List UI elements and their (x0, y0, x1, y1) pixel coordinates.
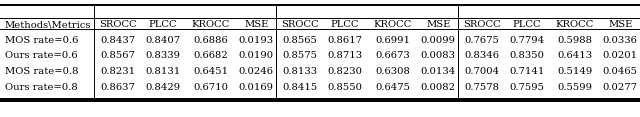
Text: 0.0190: 0.0190 (239, 51, 274, 60)
Text: SROCC: SROCC (463, 20, 500, 29)
Text: MSE: MSE (426, 20, 451, 29)
Text: 0.0082: 0.0082 (420, 83, 456, 92)
Text: 0.6991: 0.6991 (375, 36, 410, 45)
Text: 0.6451: 0.6451 (193, 67, 228, 76)
Text: MSE: MSE (244, 20, 269, 29)
Text: 0.8637: 0.8637 (100, 83, 135, 92)
Text: 0.7675: 0.7675 (464, 36, 499, 45)
Text: 0.0193: 0.0193 (239, 36, 274, 45)
Text: KROCC: KROCC (191, 20, 230, 29)
Text: 0.5599: 0.5599 (557, 83, 592, 92)
Text: 0.8230: 0.8230 (328, 67, 363, 76)
Text: 0.0099: 0.0099 (420, 36, 456, 45)
Text: 0.8550: 0.8550 (328, 83, 363, 92)
Text: PLCC: PLCC (331, 20, 360, 29)
Text: 0.8437: 0.8437 (100, 36, 135, 45)
Text: 0.5988: 0.5988 (557, 36, 592, 45)
Text: 0.0336: 0.0336 (603, 36, 637, 45)
Text: MSE: MSE (608, 20, 632, 29)
Text: 0.6673: 0.6673 (376, 51, 410, 60)
Text: 0.6475: 0.6475 (375, 83, 410, 92)
Text: KROCC: KROCC (374, 20, 412, 29)
Text: 0.6886: 0.6886 (193, 36, 228, 45)
Text: PLCC: PLCC (513, 20, 541, 29)
Text: 0.7004: 0.7004 (464, 67, 499, 76)
Text: 0.0083: 0.0083 (420, 51, 456, 60)
Text: 0.8350: 0.8350 (509, 51, 545, 60)
Text: 0.5149: 0.5149 (557, 67, 593, 76)
Text: 0.8575: 0.8575 (282, 51, 317, 60)
Text: 0.0465: 0.0465 (603, 67, 638, 76)
Text: 0.0134: 0.0134 (420, 67, 456, 76)
Text: 0.8617: 0.8617 (328, 36, 363, 45)
Text: CID: CID (539, 0, 559, 1)
Text: 0.7141: 0.7141 (509, 67, 545, 76)
Text: Ours rate=0.6: Ours rate=0.6 (4, 51, 77, 60)
Text: Ours rate=0.8: Ours rate=0.8 (4, 83, 77, 92)
Text: 0.8346: 0.8346 (464, 51, 499, 60)
Text: 0.8565: 0.8565 (282, 36, 317, 45)
Text: PLCC: PLCC (149, 20, 177, 29)
Text: MOS rate=0.8: MOS rate=0.8 (4, 67, 78, 76)
Text: LIVE: LIVE (172, 0, 198, 1)
Text: 0.8415: 0.8415 (282, 83, 317, 92)
Text: SROCC: SROCC (281, 20, 319, 29)
Text: 0.7794: 0.7794 (509, 36, 545, 45)
Text: 0.0246: 0.0246 (239, 67, 274, 76)
Text: 0.6682: 0.6682 (193, 51, 228, 60)
Text: Methods\Metrics: Methods\Metrics (4, 20, 92, 29)
Text: Datasets: Datasets (25, 0, 69, 1)
Text: 0.7578: 0.7578 (464, 83, 499, 92)
Text: 0.0201: 0.0201 (603, 51, 638, 60)
Text: 0.8407: 0.8407 (146, 36, 180, 45)
Text: MOS rate=0.6: MOS rate=0.6 (4, 36, 78, 45)
Text: SROCC: SROCC (99, 20, 136, 29)
Text: 0.8133: 0.8133 (282, 67, 317, 76)
Text: 0.8131: 0.8131 (145, 67, 181, 76)
Text: 0.7595: 0.7595 (509, 83, 545, 92)
Text: 0.8713: 0.8713 (328, 51, 363, 60)
Text: 0.8429: 0.8429 (146, 83, 180, 92)
Text: 0.8339: 0.8339 (146, 51, 180, 60)
Text: 0.6308: 0.6308 (375, 67, 410, 76)
Text: 0.6413: 0.6413 (557, 51, 593, 60)
Text: 0.0169: 0.0169 (239, 83, 274, 92)
Text: KROCC: KROCC (556, 20, 594, 29)
Text: TID: TID (358, 0, 376, 1)
Text: 0.6710: 0.6710 (193, 83, 228, 92)
Text: 0.0277: 0.0277 (603, 83, 638, 92)
Text: 0.8567: 0.8567 (100, 51, 135, 60)
Text: 0.8231: 0.8231 (100, 67, 135, 76)
